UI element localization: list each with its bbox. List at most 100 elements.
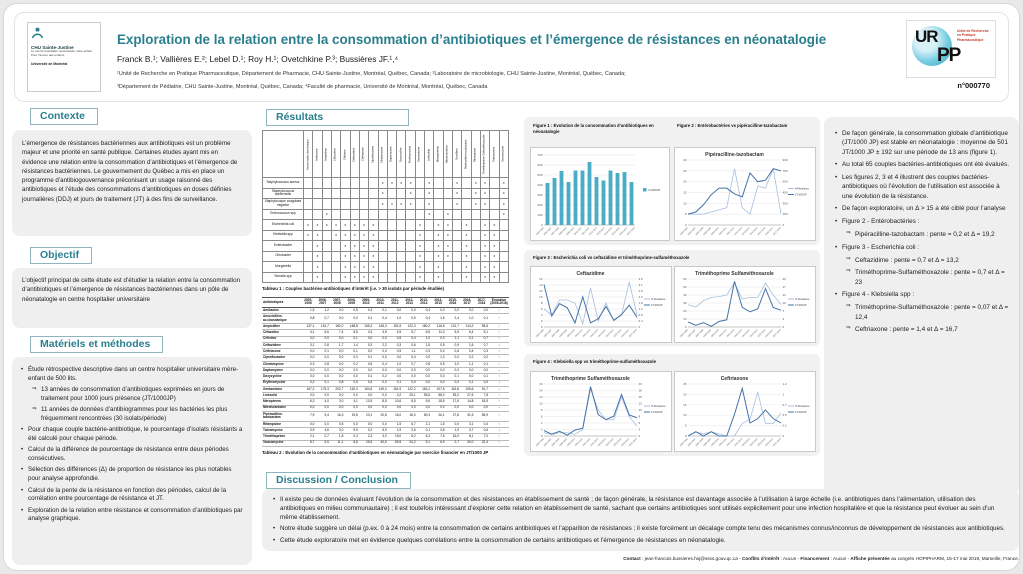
svg-text:% Résistance: % Résistance <box>651 405 666 408</box>
svg-text:2016-2017: 2016-2017 <box>765 438 774 447</box>
tableau2-row: Ampicilline 137,1 161,7 182,0 158,8 155,2 148,… <box>262 324 509 330</box>
trend-arrow: ↓ <box>498 380 500 385</box>
tableau2-period-header: 2009-2010 <box>361 297 371 306</box>
tableau2-period-header: 2014-2015 <box>434 297 443 306</box>
svg-text:10: 10 <box>539 402 543 406</box>
svg-text:20: 20 <box>683 309 687 313</box>
bullet: Notre étude suggère un délai (p.ex. 0 à … <box>272 525 1009 534</box>
bullet: Figure 3 - Escherichia coli : <box>834 243 1009 253</box>
svg-text:0.5: 0.5 <box>783 413 788 417</box>
svg-text:0.4: 0.4 <box>639 319 644 323</box>
svg-text:1.8: 1.8 <box>639 301 644 305</box>
svg-text:2009-2010: 2009-2010 <box>567 329 576 338</box>
tableau1-row: Staphylocoque coagulase négative x x x x x x x x… <box>262 198 510 210</box>
tableau2-row: Ciprofloxacine 0,0 0,0 0,0 0,0 0,1 0,0 0,0 0,4 0,… <box>262 355 509 362</box>
universite-montreal-label: Université de Montréal <box>31 61 68 66</box>
svg-text:Ceftriaxone: Ceftriaxone <box>721 376 749 382</box>
figure4-right-chart-box: 0 0 5 0.2 10 0.5 15 0.7 20 1 25 1.2 2005-2006 2006-20… <box>674 371 816 452</box>
tableau2-row: Triméthoprime 2,1 0,7 1,8 0,3 2,3 3,0 19,0 8,2 6,… <box>262 434 509 441</box>
svg-text:JT/1000JP: JT/1000JP <box>795 304 807 307</box>
svg-text:10: 10 <box>683 317 687 321</box>
svg-text:2011-2012: 2011-2012 <box>583 438 592 447</box>
svg-text:7: 7 <box>783 309 785 313</box>
svg-text:20: 20 <box>683 180 687 184</box>
svg-text:2017-2018: 2017-2018 <box>627 227 636 236</box>
tableau1-row: Enterococcus spp x x x x <box>262 208 510 220</box>
figures-1-2-panel: Figure 1 : Évolution de la consommation … <box>524 117 820 245</box>
bullet: Étude rétrospective descriptive dans un … <box>20 366 244 384</box>
svg-text:3: 3 <box>783 317 785 321</box>
tableau2-period-header: 2005-2006 <box>304 297 313 306</box>
trend-arrow: ↑ <box>498 330 500 335</box>
tableau2-evolution-header: Évolution (2005-2018) <box>490 297 508 306</box>
svg-text:2: 2 <box>541 319 543 323</box>
svg-text:1.3: 1.3 <box>639 307 644 311</box>
svg-text:2007-2008: 2007-2008 <box>695 329 704 338</box>
figure3-ceftazidime-line-chart: 0 0 2 0.4 4 0.9 6 1.3 8 1.8 10 2.2 12 2.6 14 3.1 16 3.5 20… <box>536 271 666 338</box>
tableau1-col-header: Amoxi-acide clavulanique <box>303 130 313 178</box>
svg-text:0.9: 0.9 <box>639 313 644 317</box>
series-JT/1000JP <box>543 386 638 436</box>
svg-text:2013-2014: 2013-2014 <box>598 438 607 447</box>
svg-text:900: 900 <box>783 158 788 162</box>
contact-footer: Contact : jean-francois.bussieres.hsj@ss… <box>262 556 1019 561</box>
svg-text:2008-2009: 2008-2009 <box>559 329 568 338</box>
tableau1-row: Serratia spp x x x x x x x x x x <box>262 271 510 283</box>
bar <box>615 173 620 225</box>
svg-text:2014-2015: 2014-2015 <box>750 438 759 447</box>
section-header-resultats: Résultats <box>266 109 409 126</box>
tableau2-row: Céfixime 0,0 0,0 0,0 0,1 0,0 0,0 0,5 0,4 1,0 0,3 1,… <box>262 336 509 343</box>
svg-text:2012-2013: 2012-2013 <box>734 329 743 338</box>
svg-text:20: 20 <box>639 382 643 386</box>
svg-text:2012-2013: 2012-2013 <box>734 227 743 236</box>
bar <box>545 183 550 225</box>
figure3-tmp-smx-line-chart: 0 0 10 3 20 7 30 10 40 13 50 17 60 20 2005-20062006-20… <box>680 271 810 338</box>
svg-text:2012-2013: 2012-2013 <box>590 329 599 338</box>
svg-text:13: 13 <box>783 293 787 297</box>
tableau1-col-header: Triméthoprime-Sulfaméthoxazole <box>480 130 490 178</box>
svg-text:1: 1 <box>783 392 785 396</box>
svg-text:150: 150 <box>783 212 788 216</box>
svg-text:600: 600 <box>537 163 542 167</box>
svg-text:10: 10 <box>539 295 543 299</box>
bullet: Exploration de la relation entre résista… <box>20 507 244 525</box>
svg-text:2005-2006: 2005-2006 <box>536 227 545 236</box>
footer-text: : jean-francois.bussieres.hsj@ssss.gouv.… <box>640 556 743 561</box>
bullet: Pour chaque couple bactérie-antibiotique… <box>20 426 244 444</box>
bullet: Calcul de la pente de la résistance en f… <box>20 487 244 505</box>
svg-text:12: 12 <box>539 289 543 293</box>
bullet: Figure 4 - Klebsiella spp : <box>834 290 1009 300</box>
svg-text:2008-2009: 2008-2009 <box>703 227 712 236</box>
svg-text:2017-2018: 2017-2018 <box>773 438 782 447</box>
bullet: Figure 2 - Entérobactéries : <box>834 217 1009 227</box>
sub-bullet: Ceftriaxone : pente = 1,4 et Δ = 16,7 <box>845 325 1009 334</box>
svg-text:0: 0 <box>685 223 687 227</box>
svg-text:0: 0 <box>639 434 641 438</box>
svg-text:25: 25 <box>683 169 687 173</box>
tableau2-period-header: 2015-2016 <box>448 297 457 306</box>
svg-text:2012-2013: 2012-2013 <box>589 227 598 236</box>
svg-text:2010-2011: 2010-2011 <box>719 227 728 236</box>
series-JT/1000JP <box>543 284 638 325</box>
svg-text:JT/1000JP: JT/1000JP <box>651 304 663 307</box>
footer-text: : Aucun - <box>779 556 801 561</box>
svg-text:2017-2018: 2017-2018 <box>629 438 638 447</box>
tableau1-col-header: Oxacilline <box>452 130 462 178</box>
svg-text:2.6: 2.6 <box>639 289 644 293</box>
svg-text:300: 300 <box>537 193 542 197</box>
svg-text:20: 20 <box>683 392 687 396</box>
series-% Résistance <box>687 390 782 437</box>
tableau2-row: Rifampicine 0,0 0,0 0,5 0,0 0,0 0,0 1,5 6,7 2,1 1,… <box>262 421 509 428</box>
urpp-logo: UR PP Unité de Recherche en Pratique Pha… <box>906 20 996 78</box>
svg-text:0: 0 <box>541 223 543 227</box>
tableau2-row: Daptomycine 0,0 0,0 0,0 0,0 0,0 0,0 0,0 0,0 0,0 0,… <box>262 368 509 374</box>
trend-arrow: ↑ <box>498 349 500 353</box>
figure1-bar-chart: 0 100 200 300 400 500 600 700 2005-20062006-2007… <box>536 153 661 236</box>
bar <box>552 178 557 225</box>
svg-text:0: 0 <box>685 325 687 329</box>
trend-arrow: ↑ <box>498 413 500 418</box>
svg-text:0.7: 0.7 <box>783 403 788 407</box>
svg-text:100: 100 <box>537 213 542 217</box>
tableau2-period-header: 2016-2017 <box>463 297 472 306</box>
sub-bullet: Triméthoprime-Sulfaméthoxazole : pente =… <box>845 303 1009 322</box>
